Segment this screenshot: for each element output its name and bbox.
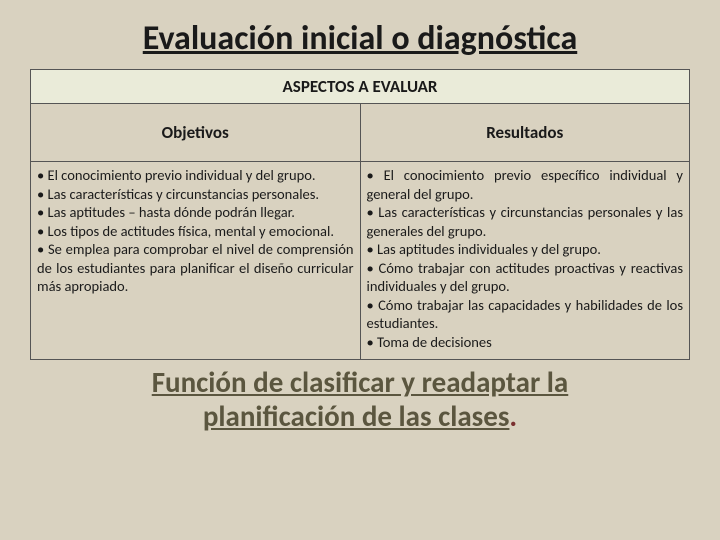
- results-cell: El conocimiento previo específico indivi…: [360, 162, 690, 360]
- list-item: El conocimiento previo específico indivi…: [367, 166, 684, 203]
- list-item: Las aptitudes individuales y del grupo.: [367, 240, 684, 259]
- list-item: El conocimiento previo individual y del …: [37, 166, 354, 185]
- page-title: Evaluación inicial o diagnóstica: [30, 18, 690, 59]
- list-item: Las características y circunstancias per…: [37, 185, 354, 204]
- list-item: Las aptitudes – hasta dónde podrán llega…: [37, 203, 354, 222]
- list-item: Toma de decisiones: [367, 333, 684, 352]
- footer-line2: planificación de las clases: [203, 398, 510, 434]
- list-item: Los tipos de actitudes física, mental y …: [37, 222, 354, 241]
- footer-dot: .: [509, 400, 517, 433]
- aspects-table: ASPECTOS A EVALUAR Objetivos Resultados …: [30, 69, 690, 360]
- footer-line1: Función de clasificar y readaptar la: [152, 364, 569, 400]
- table-header-top: ASPECTOS A EVALUAR: [31, 70, 690, 104]
- list-item: Se emplea para comprobar el nivel de com…: [37, 240, 354, 296]
- footer-text: Función de clasificar y readaptar la pla…: [30, 366, 690, 433]
- list-item: Cómo trabajar las capacidades y habilida…: [367, 296, 684, 333]
- list-item: Las características y circunstancias per…: [367, 203, 684, 240]
- col-header-right: Resultados: [360, 104, 690, 162]
- list-item: Cómo trabajar con actitudes proactivas y…: [367, 259, 684, 296]
- objectives-cell: El conocimiento previo individual y del …: [31, 162, 361, 360]
- col-header-left: Objetivos: [31, 104, 361, 162]
- objectives-list: El conocimiento previo individual y del …: [37, 166, 354, 296]
- results-list: El conocimiento previo específico indivi…: [367, 166, 684, 351]
